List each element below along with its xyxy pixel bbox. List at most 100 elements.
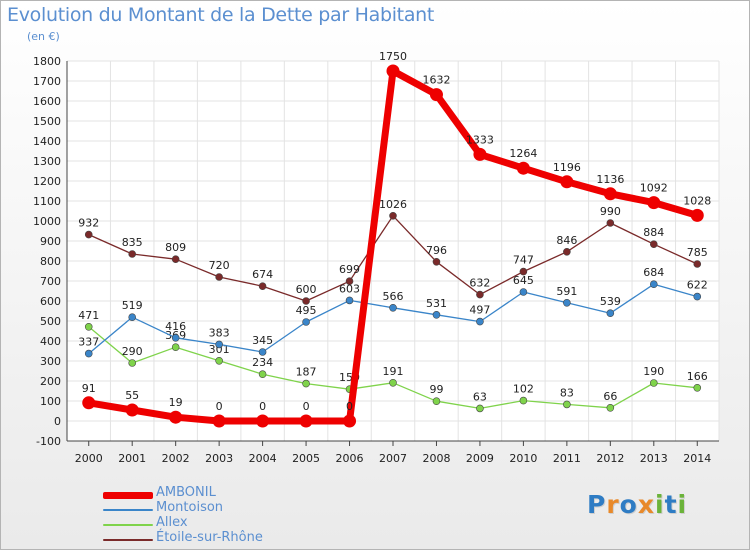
data-point--toile-sur-rh-ne [432, 257, 441, 266]
data-point-montoison [606, 309, 615, 318]
data-label-montoison: 345 [252, 334, 273, 347]
y-tick-label: 900 [40, 235, 61, 248]
data-label-montoison: 337 [78, 336, 99, 349]
legend-swatch [103, 492, 153, 499]
y-tick-label: 1100 [33, 195, 61, 208]
data-label-montoison: 603 [339, 282, 360, 295]
data-label-montoison: 416 [165, 320, 186, 333]
logo-letter: P [587, 490, 607, 519]
x-tick-label: 2013 [640, 452, 668, 465]
y-tick-label: 0 [54, 415, 61, 428]
data-point-montoison [171, 333, 180, 342]
data-point--toile-sur-rh-ne [84, 230, 93, 239]
y-tick-label: -100 [36, 435, 61, 448]
y-tick-label: 500 [40, 315, 61, 328]
data-point--toile-sur-rh-ne [563, 248, 571, 256]
data-point-allex [128, 359, 136, 367]
data-label-allex: 66 [603, 390, 617, 403]
data-label-allex: 166 [687, 370, 708, 383]
data-point-ambonil [386, 64, 400, 78]
data-label--toile-sur-rh-ne: 884 [643, 226, 664, 239]
logo-letter: i [655, 490, 665, 519]
data-point-ambonil [473, 147, 487, 161]
data-point-ambonil [169, 410, 183, 424]
y-tick-label: 1200 [33, 175, 61, 188]
data-label-allex: 190 [643, 365, 664, 378]
data-point-allex [171, 343, 180, 352]
data-label-allex: 83 [560, 386, 574, 399]
y-tick-label: 400 [40, 335, 61, 348]
data-label-ambonil: 1136 [596, 173, 624, 186]
proxiti-logo: Proxiti [587, 490, 687, 519]
data-label-ambonil: 91 [82, 382, 96, 395]
data-label--toile-sur-rh-ne: 990 [600, 205, 621, 218]
chart-title: Evolution du Montant de la Dette par Hab… [7, 4, 435, 26]
data-point--toile-sur-rh-ne [476, 290, 484, 299]
legend-label: Étoile-sur-Rhône [156, 530, 263, 545]
data-point--toile-sur-rh-ne [258, 282, 267, 291]
data-label-allex: 301 [209, 343, 230, 356]
y-tick-label: 1500 [33, 115, 61, 128]
legend-swatch [103, 524, 153, 526]
data-label-montoison: 684 [643, 266, 664, 279]
legend-label: Montoison [156, 500, 224, 515]
data-point-ambonil [647, 196, 661, 210]
data-label-montoison: 622 [687, 279, 708, 292]
data-point-montoison [693, 292, 702, 301]
data-label--toile-sur-rh-ne: 846 [556, 234, 577, 247]
data-point-allex [476, 404, 484, 413]
data-label-ambonil: 1750 [379, 50, 407, 63]
data-label-ambonil: 1092 [640, 182, 668, 195]
data-label-allex: 63 [473, 390, 487, 403]
data-label-montoison: 645 [513, 274, 534, 287]
data-label-ambonil: 1028 [683, 194, 711, 207]
x-tick-label: 2010 [509, 452, 537, 465]
logo-letter: o [619, 490, 638, 519]
y-tick-label: 1700 [33, 75, 61, 88]
data-point-ambonil [299, 414, 313, 428]
data-label-montoison: 566 [383, 290, 404, 303]
data-point-allex [606, 403, 615, 412]
data-point-montoison [215, 340, 223, 349]
data-label--toile-sur-rh-ne: 674 [252, 268, 273, 281]
data-point--toile-sur-rh-ne [606, 219, 615, 227]
data-label--toile-sur-rh-ne: 1026 [379, 198, 407, 211]
data-point-montoison [258, 348, 267, 356]
data-label-montoison: 531 [426, 297, 447, 310]
data-point-montoison [476, 317, 484, 326]
data-label-montoison: 539 [600, 295, 621, 308]
data-point-allex [84, 322, 93, 331]
legend-label: AMBONIL [156, 485, 216, 500]
data-point-ambonil [560, 175, 574, 189]
data-point-ambonil [256, 414, 270, 428]
y-tick-label: 700 [40, 275, 61, 288]
data-point--toile-sur-rh-ne [389, 212, 397, 220]
data-label-montoison: 519 [122, 299, 143, 312]
data-label--toile-sur-rh-ne: 747 [513, 254, 534, 267]
data-label-allex: 187 [296, 366, 317, 379]
data-point--toile-sur-rh-ne [171, 255, 180, 264]
data-point-montoison [563, 298, 571, 307]
x-tick-label: 2012 [596, 452, 624, 465]
data-label--toile-sur-rh-ne: 785 [687, 246, 708, 259]
data-label--toile-sur-rh-ne: 699 [339, 263, 360, 276]
data-label-montoison: 591 [556, 285, 577, 298]
data-point-allex [519, 396, 528, 405]
x-tick-label: 2011 [553, 452, 581, 465]
data-point-allex [389, 378, 397, 387]
data-point--toile-sur-rh-ne [345, 277, 354, 286]
unit-label: (en €) [27, 30, 60, 43]
data-point-montoison [519, 288, 528, 296]
data-label-allex: 290 [122, 345, 143, 358]
data-point-montoison [345, 296, 354, 305]
x-tick-label: 2003 [205, 452, 233, 465]
x-tick-label: 2014 [683, 452, 711, 465]
x-tick-label: 2001 [118, 452, 146, 465]
x-tick-label: 2008 [422, 452, 450, 465]
data-point-ambonil [125, 403, 139, 417]
data-label-ambonil: 0 [259, 400, 266, 413]
x-tick-label: 2005 [292, 452, 320, 465]
data-point-ambonil [212, 414, 226, 428]
